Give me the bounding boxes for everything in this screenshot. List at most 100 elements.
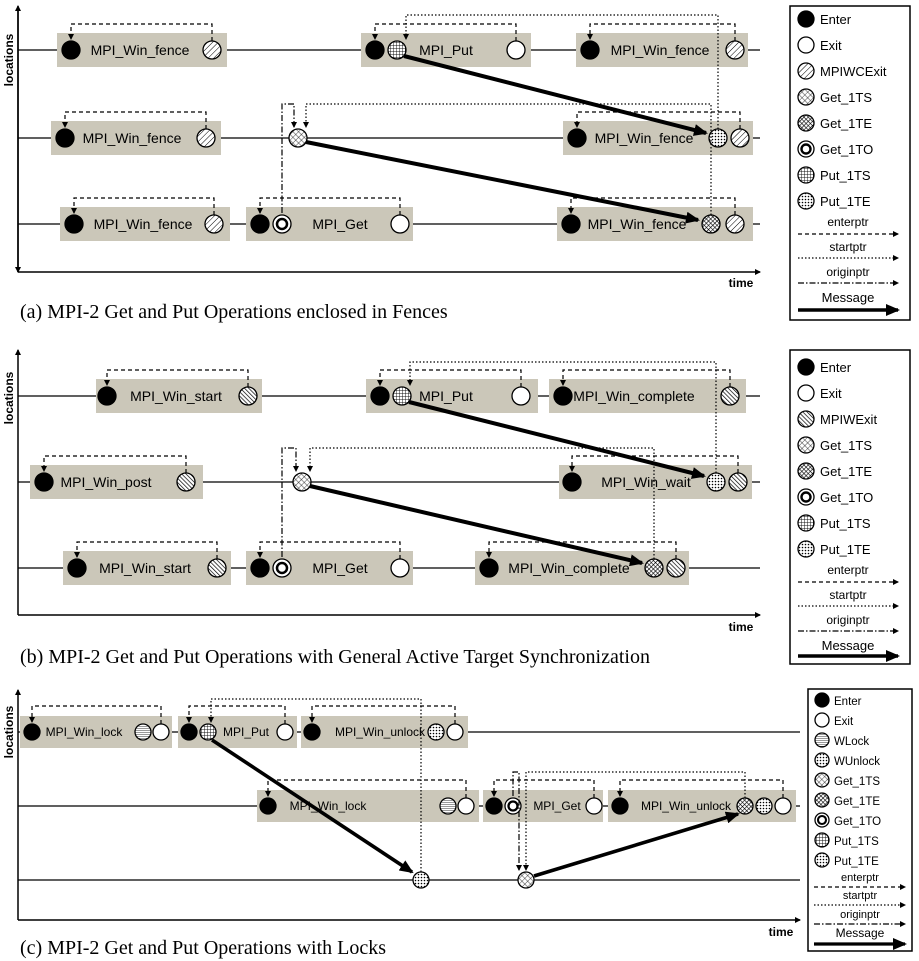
enter-event — [64, 214, 84, 234]
legend-label: enterptr — [841, 872, 879, 884]
enter-event — [553, 386, 573, 406]
legend-label: Put_1TS — [820, 516, 871, 531]
region-label: MPI_Win_unlock — [335, 725, 426, 739]
legend-label: Enter — [820, 360, 852, 375]
message-arrows — [211, 738, 740, 878]
exit-event — [585, 797, 603, 815]
region-label: MPI_Get — [312, 560, 367, 576]
region-label: MPI_Win_start — [130, 388, 222, 404]
wexit-event — [728, 472, 748, 492]
region-box — [483, 790, 603, 822]
enter-event — [370, 386, 390, 406]
legend-symbol-wlock — [814, 732, 830, 748]
legend-label: Get_1TE — [834, 796, 880, 808]
diagram-b: locations time MPI_Win_start MPI_Put MPI… — [2, 349, 911, 668]
enter-event — [479, 558, 499, 578]
exit-event — [774, 797, 792, 815]
legend-label: Get_1TE — [820, 116, 872, 131]
legend-label: WLock — [834, 736, 869, 748]
y-axis-label: locations — [2, 371, 16, 424]
legend-label: Get_1TE — [820, 464, 872, 479]
legend-symbol-wunlock — [814, 752, 830, 768]
enter-event — [250, 214, 270, 234]
legend-label: Put_1TS — [834, 836, 879, 848]
enter-event — [611, 797, 629, 815]
legend-label: Exit — [820, 38, 842, 53]
startptr-links — [303, 14, 719, 215]
legend-symbol-wexit — [797, 410, 815, 428]
legend-label: Get_1TO — [820, 490, 873, 505]
legend-symbol-enter — [814, 692, 830, 708]
caption-b: (b) MPI-2 Get and Put Operations with Ge… — [20, 646, 650, 668]
wexit-event — [720, 386, 740, 406]
get1te-event — [736, 797, 754, 815]
wexit-event — [176, 472, 196, 492]
caption-a: (a) MPI-2 Get and Put Operations enclose… — [20, 301, 448, 323]
region-box — [51, 121, 221, 155]
y-axis-label: locations — [2, 705, 16, 758]
exit-event — [457, 797, 475, 815]
wlock-event — [134, 723, 152, 741]
region-box — [30, 465, 203, 499]
exit-event — [390, 558, 410, 578]
legend-label: Message — [822, 638, 875, 653]
enterptr-links — [29, 705, 784, 798]
enter-event — [365, 40, 385, 60]
legend-label: WUnlock — [834, 756, 880, 768]
legend-symbol-get1ts — [814, 772, 830, 788]
region-label: MPI_Win_wait — [601, 474, 691, 490]
legend-b — [789, 349, 911, 665]
region-label: MPI_Win_complete — [573, 388, 695, 404]
enter-event — [580, 40, 600, 60]
get1te-event — [701, 214, 721, 234]
legend-label: MPIWCExit — [820, 64, 887, 79]
region-box — [576, 33, 748, 67]
exit-event — [276, 723, 294, 741]
legend-symbol-put1te — [797, 192, 815, 210]
legend-symbol-get1te — [797, 462, 815, 480]
caption-c: (c) MPI-2 Get and Put Operations with Lo… — [20, 937, 386, 959]
wunlock-event — [755, 797, 773, 815]
wcexit-event — [204, 214, 224, 234]
legend-label: Put_1TE — [820, 542, 871, 557]
legend-label: originptr — [840, 909, 880, 921]
legend-symbol-enter — [797, 10, 815, 28]
enter-event — [97, 386, 117, 406]
region-label: MPI_Get — [312, 216, 367, 232]
exit-event — [506, 40, 526, 60]
enter-event — [561, 214, 581, 234]
legend-symbol-exit — [797, 36, 815, 54]
put1te-event — [412, 871, 430, 889]
legend-a — [789, 5, 911, 321]
region-label: MPI_Win_fence — [588, 216, 687, 232]
enter-event — [34, 472, 54, 492]
message-arrows — [305, 54, 708, 224]
legend-label: startptr — [829, 588, 866, 602]
x-axis-label: time — [729, 620, 754, 634]
wlock-event — [439, 797, 457, 815]
legend-label: startptr — [843, 890, 878, 902]
region-label: MPI_Win_fence — [611, 42, 710, 58]
enter-event — [67, 558, 87, 578]
get1te-event — [644, 558, 664, 578]
region-label: MPI_Win_fence — [595, 130, 694, 146]
wcexit-event — [196, 128, 216, 148]
legend-symbol-wcexit — [797, 62, 815, 80]
region-label: MPI_Put — [419, 388, 473, 404]
region-label: MPI_Win_lock — [46, 725, 124, 739]
legend-label: Get_1TS — [820, 90, 872, 105]
enter-event — [562, 472, 582, 492]
put1te-event — [706, 472, 726, 492]
wexit-event — [666, 558, 686, 578]
legend-label: Get_1TO — [834, 816, 881, 828]
get1ts-event — [517, 871, 535, 889]
enter-event — [23, 723, 41, 741]
legend-label: Put_1TE — [820, 194, 871, 209]
legend-c-items: Enter Exit WLock WUnlock Get_1TS Get_1TE… — [814, 692, 907, 950]
region-label: MPI_Win_start — [99, 560, 191, 576]
legend-label: Message — [822, 290, 875, 305]
exit-event — [511, 386, 531, 406]
legend-symbol-get1te — [797, 114, 815, 132]
